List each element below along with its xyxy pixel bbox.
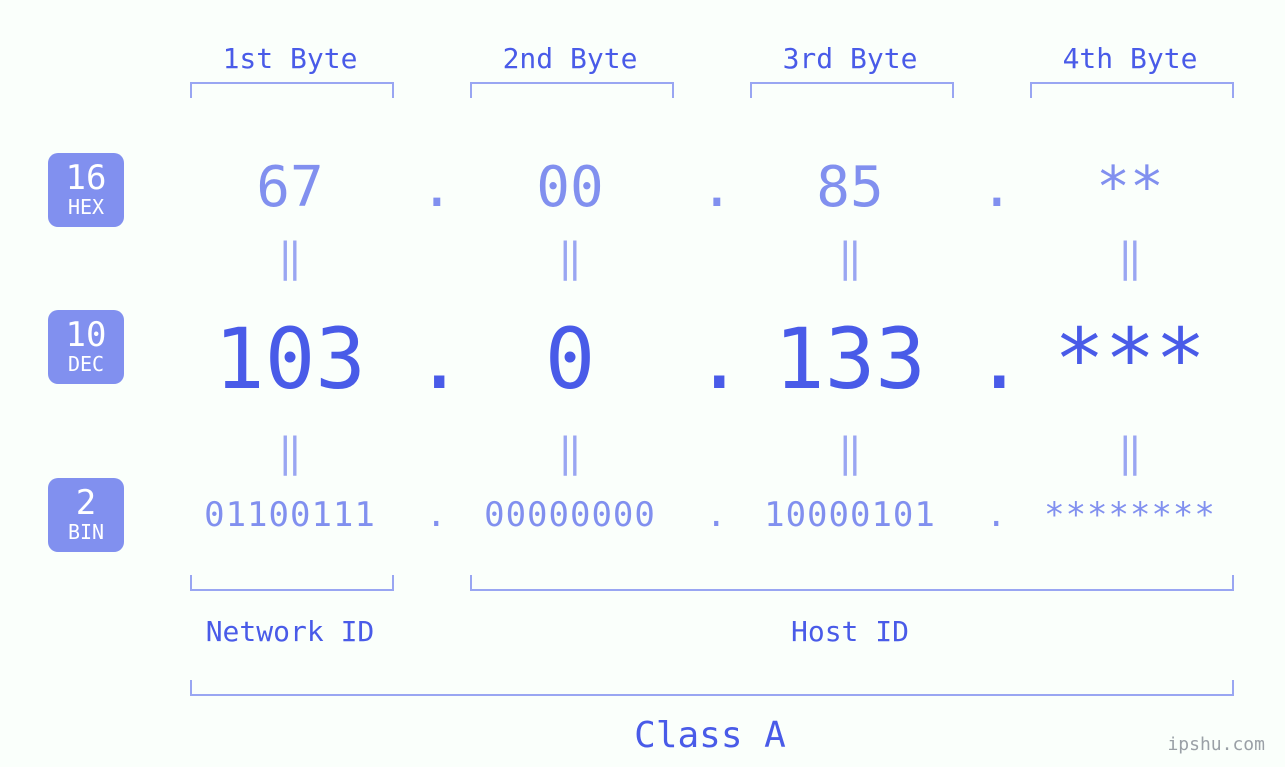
host-bracket bbox=[470, 575, 1234, 591]
bin-octet: ******** bbox=[1000, 495, 1260, 535]
dot: . bbox=[706, 495, 726, 535]
equals-icon: ‖ bbox=[180, 235, 400, 281]
byte-header: 3rd Byte bbox=[740, 42, 960, 75]
dec-octet: 0 bbox=[460, 310, 680, 408]
dot: . bbox=[414, 310, 465, 408]
badge-num: 2 bbox=[48, 486, 124, 520]
badge-txt: BIN bbox=[48, 522, 124, 542]
dec-octet: *** bbox=[1020, 310, 1240, 408]
hex-octet: 85 bbox=[740, 155, 960, 220]
bin-octet: 10000101 bbox=[720, 495, 980, 535]
dot: . bbox=[986, 495, 1006, 535]
dot: . bbox=[694, 310, 745, 408]
byte-header: 2nd Byte bbox=[460, 42, 680, 75]
class-label: Class A bbox=[180, 715, 1240, 756]
byte-bracket-top bbox=[750, 82, 954, 98]
badge-num: 10 bbox=[48, 318, 124, 352]
equals-icon: ‖ bbox=[1020, 430, 1240, 476]
equals-icon: ‖ bbox=[740, 235, 960, 281]
dot: . bbox=[700, 155, 734, 220]
network-bracket bbox=[190, 575, 394, 591]
badge-num: 16 bbox=[48, 161, 124, 195]
watermark: ipshu.com bbox=[1167, 734, 1265, 755]
equals-icon: ‖ bbox=[460, 235, 680, 281]
byte-header: 4th Byte bbox=[1020, 42, 1240, 75]
dec-octet: 103 bbox=[180, 310, 400, 408]
host-id-label: Host ID bbox=[460, 615, 1240, 648]
equals-icon: ‖ bbox=[1020, 235, 1240, 281]
byte-bracket-top bbox=[190, 82, 394, 98]
byte-bracket-top bbox=[470, 82, 674, 98]
dec-octet: 133 bbox=[740, 310, 960, 408]
base-badge-dec: 10DEC bbox=[48, 310, 124, 384]
class-bracket bbox=[190, 680, 1234, 696]
byte-header: 1st Byte bbox=[180, 42, 400, 75]
dot: . bbox=[974, 310, 1025, 408]
equals-icon: ‖ bbox=[740, 430, 960, 476]
hex-octet: 67 bbox=[180, 155, 400, 220]
base-badge-bin: 2BIN bbox=[48, 478, 124, 552]
dot: . bbox=[420, 155, 454, 220]
dot: . bbox=[980, 155, 1014, 220]
badge-txt: DEC bbox=[48, 354, 124, 374]
network-id-label: Network ID bbox=[180, 615, 400, 648]
byte-bracket-top bbox=[1030, 82, 1234, 98]
hex-octet: ** bbox=[1020, 155, 1240, 220]
dot: . bbox=[426, 495, 446, 535]
bin-octet: 01100111 bbox=[160, 495, 420, 535]
equals-icon: ‖ bbox=[180, 430, 400, 476]
bin-octet: 00000000 bbox=[440, 495, 700, 535]
badge-txt: HEX bbox=[48, 197, 124, 217]
hex-octet: 00 bbox=[460, 155, 680, 220]
equals-icon: ‖ bbox=[460, 430, 680, 476]
base-badge-hex: 16HEX bbox=[48, 153, 124, 227]
